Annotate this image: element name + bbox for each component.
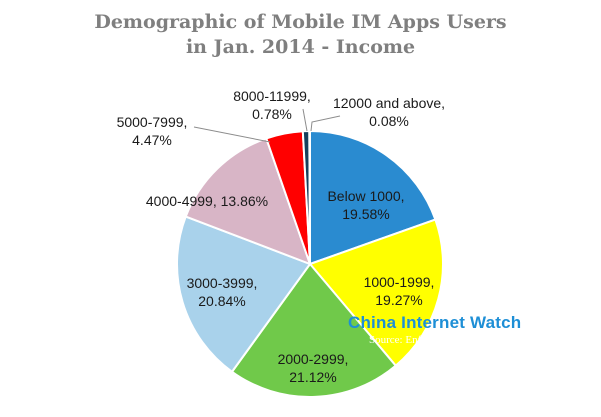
slice-label-2000-2999: 2000-2999, 21.12%	[278, 351, 349, 385]
chart-title: Demographic of Mobile IM Apps Users in J…	[0, 10, 601, 60]
slice-label-1000-1999: 1000-1999, 19.27%	[364, 274, 435, 308]
watermark-brand: China Internet Watch	[348, 313, 522, 332]
leader-line-8000-11999	[302, 108, 308, 132]
pie-slice-4000-4999	[184, 137, 312, 266]
slice-label-below-1000: Below 1000, 19.58%	[327, 188, 404, 222]
chart-title-line-1: Demographic of Mobile IM Apps Users	[94, 11, 507, 33]
pie-slice-1000-1999	[308, 218, 444, 368]
leader-line-12000-and-above	[310, 115, 341, 132]
chart-title-line-2: in Jan. 2014 - Income	[185, 36, 416, 58]
slice-label-3000-3999: 3000-3999, 20.84%	[187, 275, 258, 309]
slice-labels: Below 1000, 19.58% 1000-1999, 19.27% 2000-29…	[117, 88, 445, 385]
leader-line-5000-7999	[193, 126, 271, 143]
pie-slice-12000-and-above	[308, 129, 311, 265]
slice-label-4000-4999: 4000-4999, 13.86%	[146, 193, 268, 209]
pie-slice-below-1000	[309, 129, 437, 266]
source-note: Source: Enfodest, 2014	[369, 334, 472, 346]
slice-label-12000-and-above: 12000 and above, 0.08%	[333, 95, 445, 129]
slice-label-8000-11999: 8000-11999, 0.78%	[233, 88, 311, 122]
leader-lines	[193, 108, 341, 143]
pie-slice-3000-3999	[176, 215, 312, 374]
pie-slices	[176, 129, 444, 398]
slice-label-5000-7999: 5000-7999, 4.47%	[117, 114, 188, 148]
pie-slice-2000-2999	[230, 262, 398, 398]
